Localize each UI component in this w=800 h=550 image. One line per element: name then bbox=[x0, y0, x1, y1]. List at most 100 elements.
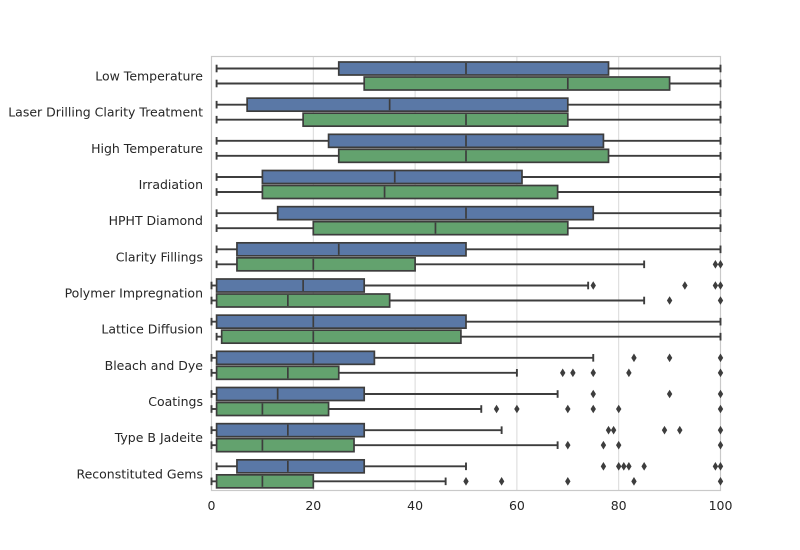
box-body bbox=[337, 61, 610, 76]
box-green bbox=[210, 293, 724, 308]
outlier-point bbox=[712, 462, 719, 471]
outlier-point bbox=[493, 404, 500, 414]
outlier-point bbox=[590, 368, 596, 378]
box-green bbox=[215, 112, 722, 128]
box-green bbox=[215, 329, 722, 345]
category-label: Reconstituted Gems bbox=[76, 466, 203, 481]
outlier-point bbox=[682, 281, 688, 290]
outlier-point bbox=[666, 296, 673, 305]
category-label: Low Temperature bbox=[95, 69, 203, 84]
outlier-point bbox=[565, 440, 571, 450]
box-body bbox=[363, 76, 671, 91]
box-body bbox=[215, 422, 366, 438]
outlier-point bbox=[677, 425, 683, 435]
outlier-point bbox=[661, 425, 668, 435]
outlier-point bbox=[717, 462, 724, 471]
box-green bbox=[215, 76, 722, 91]
outlier-point bbox=[717, 281, 724, 290]
box-body bbox=[215, 278, 366, 293]
box-body bbox=[215, 350, 376, 366]
box-blue bbox=[210, 350, 724, 366]
outlier-point bbox=[590, 404, 596, 414]
category-label: Laser Drilling Clarity Treatment bbox=[8, 105, 203, 120]
box-body bbox=[215, 386, 366, 402]
box-body bbox=[337, 148, 610, 164]
box-blue bbox=[215, 61, 722, 76]
box-green bbox=[215, 256, 724, 272]
x-tick-label: 0 bbox=[208, 498, 216, 513]
plot-border bbox=[210, 55, 722, 492]
outlier-point bbox=[626, 462, 632, 471]
outlier-point bbox=[717, 389, 724, 399]
outlier-point bbox=[616, 440, 622, 450]
box-body bbox=[215, 473, 315, 489]
x-tick-label: 20 bbox=[305, 498, 321, 513]
category-label: Irradiation bbox=[139, 177, 203, 192]
outlier-point bbox=[666, 353, 673, 363]
outlier-point bbox=[717, 260, 724, 269]
category-label: HPHT Diamond bbox=[109, 213, 203, 228]
outlier-point bbox=[666, 389, 673, 399]
category-label: High Temperature bbox=[91, 141, 203, 156]
category-label: Clarity Fillings bbox=[116, 249, 203, 264]
box-blue bbox=[215, 133, 722, 149]
box-green bbox=[210, 401, 724, 417]
x-tick-label: 80 bbox=[611, 498, 627, 513]
outlier-point bbox=[626, 368, 632, 378]
category-label: Lattice Diffusion bbox=[101, 322, 203, 337]
outlier-point bbox=[565, 477, 571, 486]
box-green bbox=[215, 148, 722, 164]
box-blue bbox=[215, 169, 722, 185]
box-blue bbox=[215, 241, 722, 257]
category-label: Polymer Impregnation bbox=[65, 286, 203, 301]
box-body bbox=[261, 184, 559, 200]
box-blue bbox=[215, 458, 724, 474]
box-body bbox=[261, 169, 523, 185]
outlier-point bbox=[712, 281, 719, 290]
outlier-point bbox=[717, 353, 724, 363]
box-body bbox=[312, 220, 569, 236]
outlier-point bbox=[565, 404, 571, 414]
category-label: Bleach and Dye bbox=[105, 358, 204, 373]
outlier-point bbox=[717, 368, 724, 378]
outlier-point bbox=[641, 462, 647, 471]
outlier-point bbox=[463, 477, 469, 486]
box-body bbox=[276, 205, 595, 221]
outlier-point bbox=[590, 389, 596, 399]
box-body bbox=[215, 365, 340, 381]
outlier-point bbox=[600, 440, 607, 450]
box-blue bbox=[210, 386, 724, 402]
outlier-point bbox=[631, 353, 637, 363]
x-tick-label: 100 bbox=[709, 498, 733, 513]
outlier-point bbox=[717, 425, 724, 435]
box-blue bbox=[210, 278, 724, 293]
box-green bbox=[210, 437, 724, 453]
box-body bbox=[215, 401, 330, 417]
outlier-point bbox=[717, 477, 724, 486]
outlier-point bbox=[514, 404, 520, 414]
category-label: Type B Jadeite bbox=[114, 430, 204, 445]
box-body bbox=[220, 329, 462, 345]
box-blue bbox=[210, 422, 724, 438]
box-blue bbox=[215, 205, 722, 221]
outlier-point bbox=[498, 477, 505, 486]
outlier-point bbox=[590, 281, 596, 290]
box-body bbox=[215, 314, 467, 330]
box-green bbox=[210, 473, 724, 489]
outlier-point bbox=[610, 425, 617, 435]
box-green bbox=[210, 365, 724, 381]
x-tick-label: 60 bbox=[509, 498, 525, 513]
outlier-point bbox=[605, 425, 612, 435]
box-body bbox=[236, 458, 366, 474]
box-green bbox=[215, 184, 722, 200]
box-body bbox=[236, 241, 467, 257]
outlier-point bbox=[570, 368, 576, 378]
outlier-point bbox=[712, 260, 719, 269]
outlier-point bbox=[631, 477, 637, 486]
box-body bbox=[302, 112, 569, 128]
box-blue bbox=[215, 97, 722, 113]
outlier-point bbox=[717, 404, 724, 414]
outlier-point bbox=[616, 462, 622, 471]
